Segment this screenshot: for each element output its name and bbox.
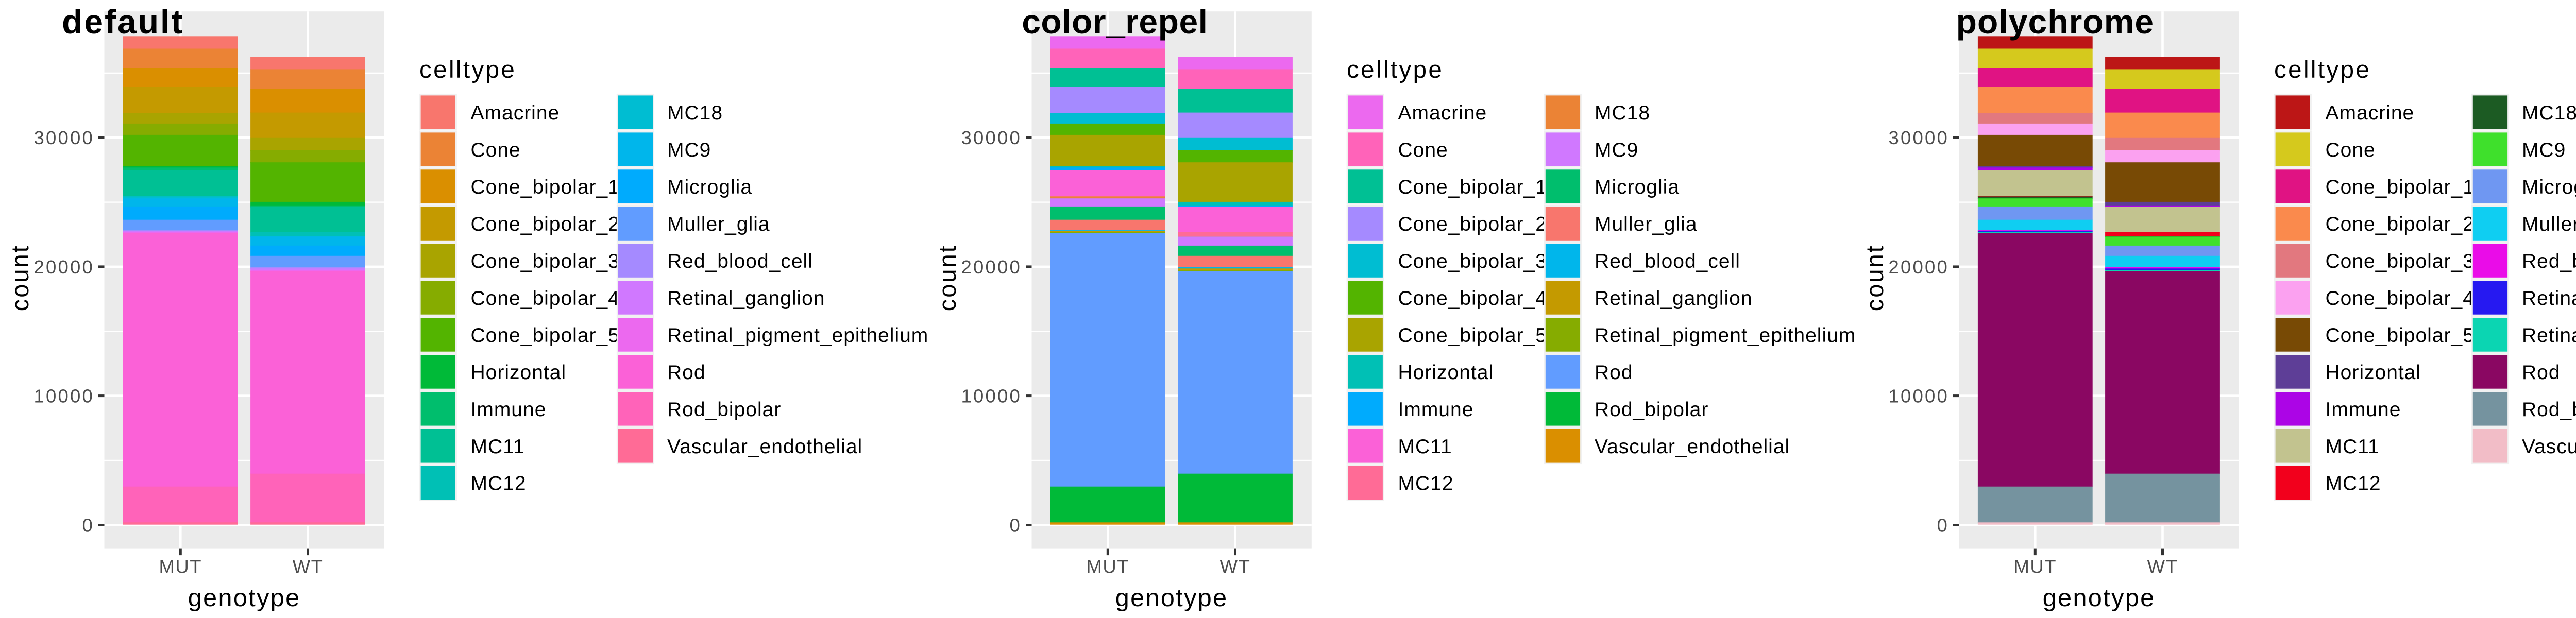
svg-text:WT: WT	[1220, 556, 1251, 577]
svg-text:MC12: MC12	[2326, 473, 2381, 495]
svg-text:Amacrine: Amacrine	[1398, 102, 1487, 124]
svg-text:Cone_bipolar_2: Cone_bipolar_2	[2326, 213, 2475, 235]
svg-text:Retinal_pigment_epithelium: Retinal_pigment_epithelium	[1595, 324, 1856, 347]
svg-text:WT: WT	[293, 556, 324, 577]
svg-text:Amacrine: Amacrine	[2326, 102, 2415, 124]
svg-text:Microglia: Microglia	[2522, 176, 2576, 198]
svg-text:MC12: MC12	[1398, 473, 1454, 495]
svg-text:celltype: celltype	[1347, 56, 1444, 83]
svg-text:20000: 20000	[34, 256, 95, 278]
svg-text:Cone_bipolar_5: Cone_bipolar_5	[471, 324, 620, 347]
svg-text:Horizontal: Horizontal	[2326, 362, 2421, 384]
svg-text:count: count	[1861, 244, 1888, 311]
svg-text:Rod: Rod	[667, 362, 706, 384]
svg-text:Muller_glia: Muller_glia	[667, 213, 770, 235]
svg-text:Immune: Immune	[2326, 399, 2401, 421]
svg-text:Cone_bipolar_3: Cone_bipolar_3	[2326, 250, 2475, 272]
svg-text:Retinal_ganglion: Retinal_ganglion	[667, 287, 825, 310]
svg-text:Retinal_pigment_epithelium: Retinal_pigment_epithelium	[2522, 324, 2576, 347]
svg-text:Cone_bipolar_2: Cone_bipolar_2	[1398, 213, 1547, 235]
svg-text:Cone_bipolar_4: Cone_bipolar_4	[1398, 287, 1547, 310]
svg-text:Rod_bipolar: Rod_bipolar	[667, 399, 781, 421]
svg-text:Muller_glia: Muller_glia	[2522, 213, 2576, 235]
svg-text:30000: 30000	[34, 127, 95, 148]
svg-text:Vascular_endothelial: Vascular_endothelial	[2522, 436, 2576, 458]
svg-text:Cone: Cone	[471, 139, 521, 161]
svg-text:MC11: MC11	[2326, 436, 2380, 458]
svg-text:celltype: celltype	[419, 56, 516, 83]
svg-text:MC9: MC9	[667, 139, 711, 161]
svg-text:Cone_bipolar_4: Cone_bipolar_4	[2326, 287, 2475, 310]
svg-text:Cone_bipolar_3: Cone_bipolar_3	[471, 250, 620, 272]
svg-text:Vascular_endothelial: Vascular_endothelial	[1595, 436, 1790, 458]
svg-text:Retinal_ganglion: Retinal_ganglion	[2522, 287, 2576, 310]
svg-text:MUT: MUT	[159, 556, 202, 577]
svg-text:Red_blood_cell: Red_blood_cell	[667, 250, 813, 272]
svg-text:MC18: MC18	[1595, 102, 1650, 124]
svg-text:MC18: MC18	[2522, 102, 2576, 124]
svg-text:Cone_bipolar_2: Cone_bipolar_2	[471, 213, 620, 235]
svg-text:20000: 20000	[1889, 256, 1950, 278]
svg-text:20000: 20000	[961, 256, 1022, 278]
svg-text:Retinal_pigment_epithelium: Retinal_pigment_epithelium	[667, 324, 928, 347]
svg-text:Rod_bipolar: Rod_bipolar	[2522, 399, 2576, 421]
svg-text:Rod: Rod	[1595, 362, 1633, 384]
svg-text:0: 0	[1937, 515, 1950, 536]
svg-text:10000: 10000	[961, 386, 1022, 407]
svg-text:Cone_bipolar_3: Cone_bipolar_3	[1398, 250, 1547, 272]
svg-text:MUT: MUT	[1087, 556, 1130, 577]
svg-text:Muller_glia: Muller_glia	[1595, 213, 1698, 235]
svg-text:Vascular_endothelial: Vascular_endothelial	[667, 436, 862, 458]
svg-text:WT: WT	[2147, 556, 2178, 577]
svg-text:MC11: MC11	[471, 436, 525, 458]
svg-text:Red_blood_cell: Red_blood_cell	[2522, 250, 2576, 272]
svg-text:Immune: Immune	[1398, 399, 1474, 421]
svg-text:Cone: Cone	[1398, 139, 1448, 161]
svg-text:10000: 10000	[34, 386, 95, 407]
svg-text:MC9: MC9	[1595, 139, 1638, 161]
svg-text:count: count	[6, 244, 33, 311]
svg-text:Cone_bipolar_1: Cone_bipolar_1	[2326, 176, 2475, 198]
svg-text:Red_blood_cell: Red_blood_cell	[1595, 250, 1740, 272]
svg-text:Cone_bipolar_1: Cone_bipolar_1	[1398, 176, 1547, 198]
svg-text:Retinal_ganglion: Retinal_ganglion	[1595, 287, 1753, 310]
svg-text:MC12: MC12	[471, 473, 527, 495]
svg-text:MUT: MUT	[2014, 556, 2057, 577]
svg-text:30000: 30000	[1889, 127, 1950, 148]
svg-text:Cone_bipolar_4: Cone_bipolar_4	[471, 287, 620, 310]
svg-text:genotype: genotype	[2043, 584, 2156, 612]
svg-text:30000: 30000	[961, 127, 1022, 148]
svg-text:genotype: genotype	[188, 584, 301, 612]
svg-text:Horizontal: Horizontal	[471, 362, 567, 384]
svg-text:Cone_bipolar_1: Cone_bipolar_1	[471, 176, 620, 198]
svg-text:Rod_bipolar: Rod_bipolar	[1595, 399, 1708, 421]
svg-text:Cone_bipolar_5: Cone_bipolar_5	[1398, 324, 1547, 347]
svg-text:MC9: MC9	[2522, 139, 2566, 161]
svg-text:0: 0	[1010, 515, 1022, 536]
svg-text:genotype: genotype	[1115, 584, 1228, 612]
svg-text:Microglia: Microglia	[1595, 176, 1680, 198]
svg-text:0: 0	[82, 515, 95, 536]
svg-text:Rod: Rod	[2522, 362, 2561, 384]
svg-text:Amacrine: Amacrine	[471, 102, 560, 124]
svg-text:polychrome: polychrome	[1956, 3, 2155, 41]
svg-text:MC18: MC18	[667, 102, 723, 124]
svg-text:Microglia: Microglia	[667, 176, 752, 198]
svg-text:MC11: MC11	[1398, 436, 1452, 458]
svg-text:Horizontal: Horizontal	[1398, 362, 1494, 384]
svg-text:default: default	[62, 3, 184, 41]
svg-text:10000: 10000	[1889, 386, 1950, 407]
svg-text:celltype: celltype	[2274, 56, 2371, 83]
svg-text:Cone_bipolar_5: Cone_bipolar_5	[2326, 324, 2475, 347]
svg-text:Immune: Immune	[471, 399, 547, 421]
svg-text:Cone: Cone	[2326, 139, 2376, 161]
svg-text:color_repel: color_repel	[1022, 3, 1208, 41]
svg-text:count: count	[934, 244, 961, 311]
